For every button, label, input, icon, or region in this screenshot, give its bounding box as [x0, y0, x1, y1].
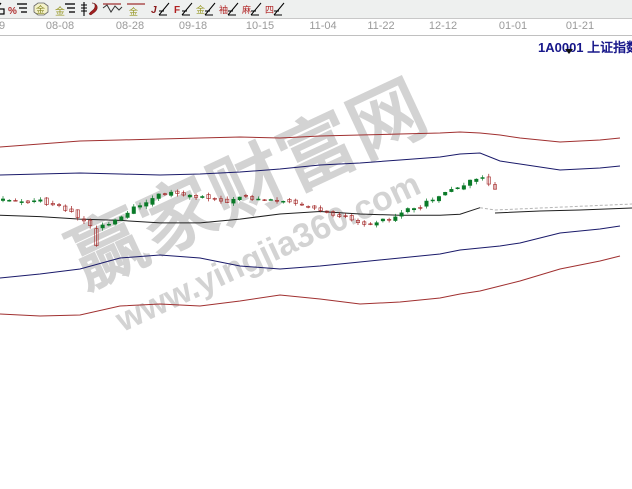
svg-text:袖: 袖 [219, 4, 228, 15]
svg-text:金: 金 [55, 5, 65, 17]
svg-text:F: F [174, 5, 180, 16]
svg-text:四: 四 [265, 5, 274, 15]
svg-text:J: J [151, 5, 157, 16]
svg-text:%: % [8, 6, 17, 17]
svg-text:麻: 麻 [242, 4, 251, 15]
svg-text:金: 金 [36, 4, 45, 15]
svg-text:金: 金 [129, 6, 138, 17]
svg-text:金: 金 [196, 4, 205, 15]
